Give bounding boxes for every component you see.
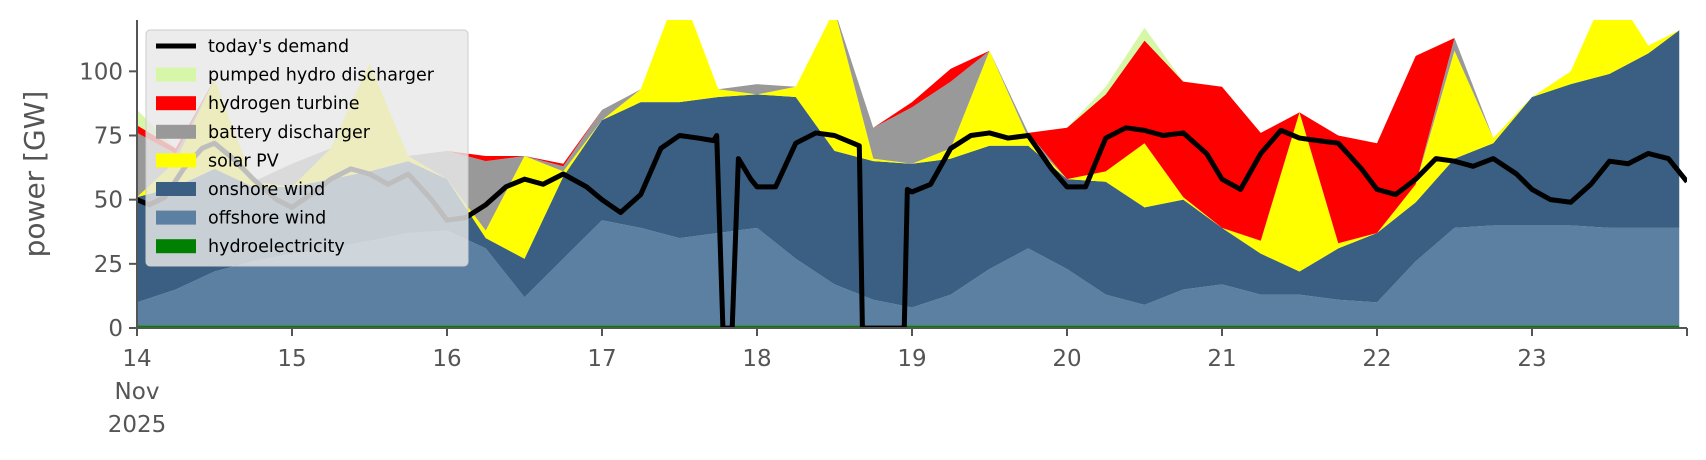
legend-label-onshore-wind: onshore wind bbox=[208, 180, 325, 200]
x-tick-label: 15 bbox=[277, 346, 306, 372]
y-tick-label: 0 bbox=[108, 316, 123, 342]
legend-swatch-pumped-hydro-discharger bbox=[156, 67, 196, 82]
y-tick-label: 50 bbox=[94, 188, 123, 214]
area-offshore-wind bbox=[137, 220, 1680, 326]
legend-swatch-battery-discharger bbox=[156, 124, 196, 139]
legend-swatch-hydrogen-turbine bbox=[156, 96, 196, 111]
axes-group: 0 25 50 75 100 14 Nov 2025 15 16 17 18 19 20 21 22 23 bbox=[79, 20, 1688, 438]
area-battery-discharger bbox=[137, 20, 1680, 244]
legend-swatch-offshore-wind bbox=[156, 210, 196, 225]
x-tick-label: 21 bbox=[1207, 346, 1236, 372]
x-tick-label: 19 bbox=[897, 346, 926, 372]
legend: today's demand pumped hydro discharger hyd… bbox=[145, 29, 469, 267]
x-tick-label: 14 Nov 2025 bbox=[108, 346, 167, 438]
x-tick-label: 22 bbox=[1362, 346, 1391, 372]
x-tick-label: 20 bbox=[1052, 346, 1081, 372]
legend-label-solar-pv: solar PV bbox=[208, 151, 279, 171]
area-solar-pv bbox=[137, 20, 1680, 272]
x-tick-label: 16 bbox=[432, 346, 461, 372]
legend-label-pumped-hydro-discharger: pumped hydro discharger bbox=[208, 66, 435, 86]
legend-label-offshore-wind: offshore wind bbox=[208, 209, 326, 229]
legend-swatch-solar-pv bbox=[156, 153, 196, 168]
x-tick-label: 23 bbox=[1517, 346, 1546, 372]
x-tick-label: 17 bbox=[587, 346, 616, 372]
legend-label-hydroelectricity: hydroelectricity bbox=[208, 237, 345, 257]
x-tick-label: 18 bbox=[742, 346, 771, 372]
y-tick-label: 75 bbox=[94, 124, 123, 150]
legend-swatch-hydroelectricity bbox=[156, 239, 196, 254]
legend-label-today-s-demand: today's demand bbox=[208, 37, 349, 57]
legend-label-battery-discharger: battery discharger bbox=[208, 123, 371, 143]
legend-swatch-onshore-wind bbox=[156, 182, 196, 196]
legend-label-hydrogen-turbine: hydrogen turbine bbox=[208, 94, 360, 114]
area-onshore-wind bbox=[137, 30, 1680, 308]
y-axis-label: power [GW] bbox=[18, 91, 51, 258]
y-tick-label: 100 bbox=[79, 59, 123, 85]
y-tick-label: 25 bbox=[94, 252, 123, 278]
legend-box bbox=[145, 29, 469, 267]
